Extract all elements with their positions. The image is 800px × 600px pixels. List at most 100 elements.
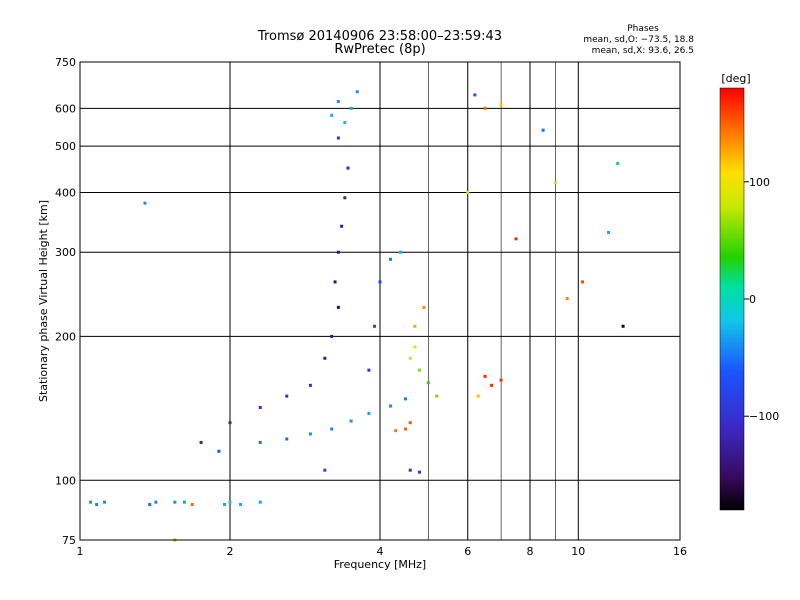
data-point bbox=[403, 397, 407, 401]
data-point bbox=[336, 136, 340, 140]
y-tick-label: 750 bbox=[55, 56, 76, 69]
plot-frame bbox=[79, 61, 681, 541]
x-tick-label: 8 bbox=[527, 545, 534, 558]
chart-subtitle: RwPretec (8p) bbox=[334, 42, 425, 57]
data-point bbox=[367, 368, 371, 372]
y-tick-label: 75 bbox=[62, 534, 76, 547]
stats-line-x: mean, sd,X: 93.6, 26.5 bbox=[592, 46, 694, 56]
data-point bbox=[349, 106, 353, 110]
x-tick-label: 6 bbox=[464, 545, 471, 558]
stats-title: Phases bbox=[627, 24, 659, 34]
data-point bbox=[565, 297, 569, 301]
data-point bbox=[223, 502, 227, 506]
data-point bbox=[355, 90, 359, 94]
data-point bbox=[228, 421, 232, 425]
data-point bbox=[413, 345, 417, 349]
data-point bbox=[330, 427, 334, 431]
x-tick-label: 16 bbox=[673, 545, 687, 558]
data-point bbox=[413, 324, 417, 328]
data-point bbox=[378, 280, 382, 284]
data-point bbox=[308, 383, 312, 387]
chart-title: Tromsø 20140906 23:58:00–23:59:43 bbox=[257, 29, 502, 44]
data-point bbox=[343, 121, 347, 125]
data-point bbox=[333, 280, 337, 284]
y-tick-label: 500 bbox=[55, 140, 76, 153]
data-point bbox=[367, 411, 371, 415]
data-point bbox=[607, 230, 611, 234]
data-point bbox=[330, 113, 334, 117]
x-tick-label: 10 bbox=[571, 545, 585, 558]
data-point bbox=[143, 201, 147, 205]
data-point bbox=[285, 437, 289, 441]
axis-ticks: 1 2 4 6 8 10 16 75 100 200 300 400 500 600 750 bbox=[55, 56, 687, 558]
data-point bbox=[408, 468, 412, 472]
data-point bbox=[394, 429, 398, 433]
x-tick-label: 4 bbox=[377, 545, 384, 558]
data-point bbox=[389, 257, 393, 261]
data-point bbox=[541, 128, 545, 132]
data-point bbox=[514, 237, 518, 241]
data-point bbox=[581, 280, 585, 284]
data-point bbox=[217, 449, 221, 453]
colorbar-tick-label: 100 bbox=[749, 176, 770, 189]
data-point bbox=[349, 419, 353, 423]
data-point bbox=[499, 378, 503, 382]
data-point bbox=[323, 356, 327, 360]
data-point bbox=[258, 405, 262, 409]
data-point bbox=[422, 305, 426, 309]
data-point bbox=[373, 324, 377, 328]
data-point bbox=[621, 324, 625, 328]
data-point bbox=[476, 394, 480, 398]
data-point bbox=[308, 432, 312, 436]
data-point bbox=[490, 383, 494, 387]
y-axis-label: Stationary phase Virtual Height [km] bbox=[37, 200, 50, 402]
data-points bbox=[89, 90, 625, 542]
data-point bbox=[89, 500, 93, 504]
data-point bbox=[473, 93, 477, 97]
y-tick-label: 300 bbox=[55, 246, 76, 259]
data-point bbox=[399, 250, 403, 254]
data-point bbox=[336, 100, 340, 104]
data-point bbox=[190, 502, 194, 506]
x-axis-label: Frequency [MHz] bbox=[334, 558, 426, 571]
data-point bbox=[483, 106, 487, 110]
x-tick-label: 1 bbox=[77, 545, 84, 558]
data-point bbox=[103, 500, 107, 504]
colorbar-label: [deg] bbox=[721, 72, 750, 85]
data-point bbox=[426, 381, 430, 385]
data-point bbox=[417, 470, 421, 474]
data-point bbox=[258, 500, 262, 504]
data-point bbox=[95, 502, 99, 506]
data-point bbox=[499, 103, 503, 107]
y-tick-label: 100 bbox=[55, 474, 76, 487]
x-tick-label: 2 bbox=[227, 545, 234, 558]
data-point bbox=[239, 502, 243, 506]
data-point bbox=[228, 500, 232, 504]
data-point bbox=[403, 427, 407, 431]
colorbar-ticks: 100 0 −100 bbox=[744, 176, 779, 423]
data-point bbox=[336, 305, 340, 309]
grid-lines bbox=[80, 62, 680, 540]
stats-line-o: mean, sd,O: −73.5, 18.8 bbox=[583, 35, 694, 45]
data-point bbox=[336, 250, 340, 254]
data-point bbox=[408, 356, 412, 360]
data-point bbox=[483, 374, 487, 378]
data-point bbox=[417, 368, 421, 372]
data-point bbox=[199, 440, 203, 444]
data-point bbox=[553, 180, 557, 184]
data-point bbox=[182, 500, 186, 504]
data-point bbox=[408, 421, 412, 425]
data-point bbox=[285, 394, 289, 398]
data-point bbox=[330, 334, 334, 338]
y-tick-label: 200 bbox=[55, 330, 76, 343]
colorbar bbox=[719, 87, 745, 511]
colorbar-tick-label: 0 bbox=[749, 293, 756, 306]
data-point bbox=[346, 166, 350, 170]
data-point bbox=[154, 500, 158, 504]
data-point bbox=[616, 161, 620, 165]
data-point bbox=[340, 224, 344, 228]
y-tick-label: 600 bbox=[55, 102, 76, 115]
data-point bbox=[389, 404, 393, 408]
data-point bbox=[323, 468, 327, 472]
